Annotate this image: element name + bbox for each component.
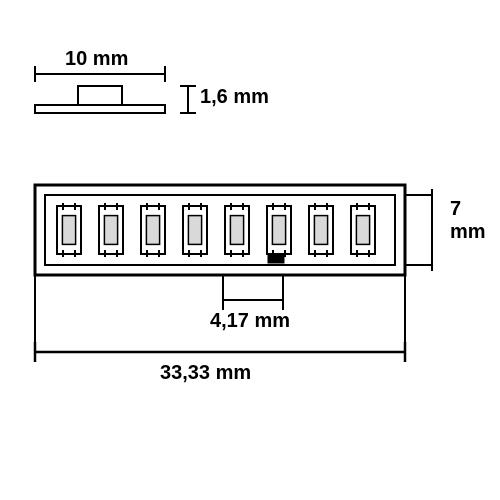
diagram-canvas: 10 mm 1,6 mm 7 mm 4,17 mm 33,33 mm xyxy=(0,0,500,500)
label-top-width: 10 mm xyxy=(65,48,128,71)
label-top-height: 1,6 mm xyxy=(200,86,269,109)
label-led-pitch: 4,17 mm xyxy=(210,310,290,333)
diagram-svg xyxy=(0,0,500,500)
label-strip-length: 33,33 mm xyxy=(160,362,251,385)
label-strip-height: 7 mm xyxy=(450,198,486,244)
